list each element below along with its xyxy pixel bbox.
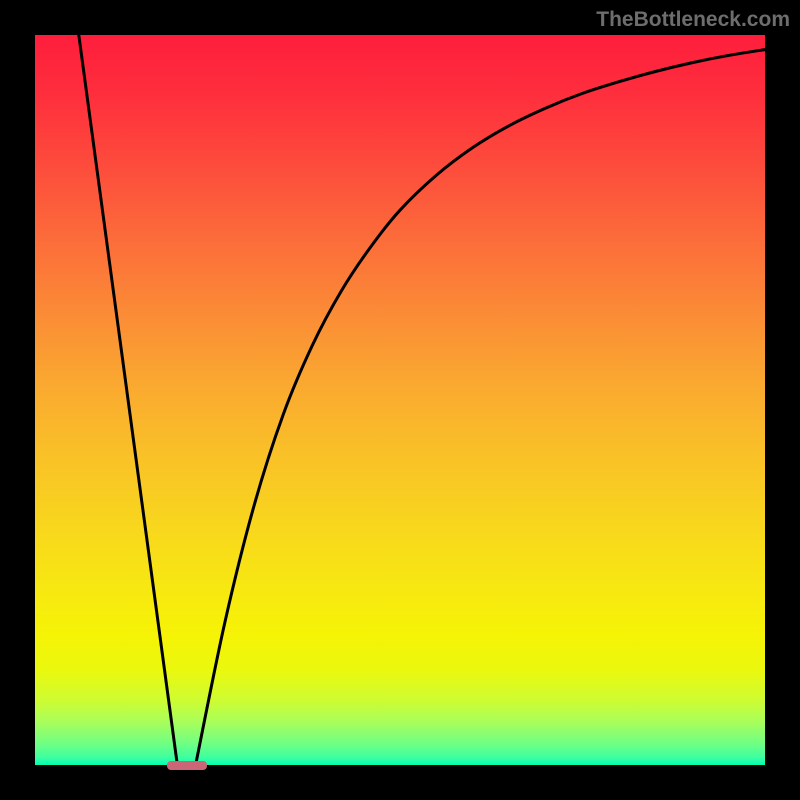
bottleneck-marker [167, 761, 207, 770]
watermark-text: TheBottleneck.com [596, 8, 790, 32]
left-line-segment [79, 35, 178, 765]
chart-curve-svg [35, 35, 765, 765]
chart-plot-area [35, 35, 765, 765]
right-asymptotic-curve [196, 50, 765, 765]
